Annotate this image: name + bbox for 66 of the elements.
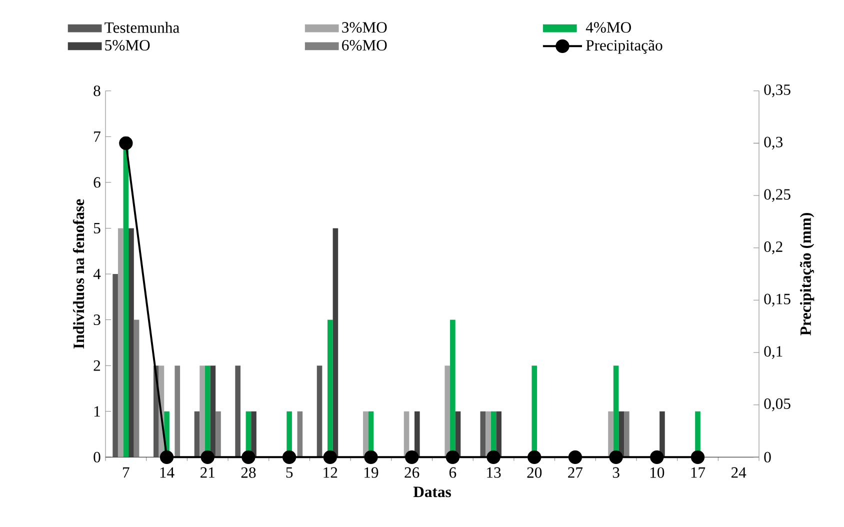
x-tick-label: 3: [612, 468, 620, 478]
bar: [316, 366, 322, 458]
y-tick-label: 6: [94, 177, 100, 188]
bar: [486, 412, 491, 458]
y-tick-label: 8: [94, 86, 100, 96]
bar: [118, 228, 124, 458]
y2-tick-label: 0,3: [764, 137, 783, 150]
legend-label: 6%MO: [342, 40, 387, 51]
y2-tick-label: 0,15: [764, 294, 790, 307]
x-tick-label: 14: [160, 468, 174, 478]
bar: [216, 412, 221, 458]
bar: [134, 320, 140, 458]
bar: [235, 366, 240, 458]
x-tick-label: 19: [364, 468, 378, 478]
legend-label: 5%MO: [105, 40, 150, 51]
y2-tick-label: 0,25: [764, 189, 790, 202]
x-tick-label: 26: [404, 468, 420, 478]
bar: [496, 412, 502, 458]
y2-tick-label: 0,05: [764, 398, 790, 412]
x-tick-label: 20: [527, 468, 542, 478]
y2-axis-title: Precipitação (mm): [800, 213, 814, 336]
y2-tick-label: 0,1: [764, 346, 782, 360]
y2-tick-label: 0,2: [764, 242, 782, 254]
bar: [414, 412, 420, 458]
bar: [200, 366, 205, 458]
bar: [480, 412, 486, 458]
x-tick-label: 13: [487, 468, 501, 478]
bar: [297, 412, 303, 458]
x-tick-label: 28: [241, 468, 256, 478]
legend-label: 3%MO: [342, 22, 387, 33]
x-tick-label: 7: [123, 468, 130, 478]
x-tick-label: 24: [731, 468, 746, 478]
y-tick-label: 2: [94, 360, 100, 371]
x-tick-label: 12: [324, 468, 338, 478]
bar: [332, 228, 338, 458]
legend-label: Precipitação: [586, 40, 662, 54]
y2-tick-label: 0,35: [764, 84, 790, 98]
x-tick-label: 17: [691, 468, 706, 478]
y-tick-label: 7: [94, 132, 100, 142]
x-tick-label: 6: [449, 468, 456, 478]
legend-label: Testemunha: [104, 22, 180, 34]
x-tick-label: 10: [650, 468, 664, 478]
bar: [624, 412, 630, 458]
y-tick-label: 5: [94, 223, 100, 234]
bar: [363, 412, 368, 458]
y-tick-label: 4: [93, 269, 101, 280]
bar: [174, 366, 180, 458]
y-tick-label: 3: [94, 314, 100, 326]
bar: [660, 412, 665, 458]
y2-tick-label: 0: [764, 452, 771, 463]
bar: [608, 412, 614, 458]
bar: [618, 412, 624, 458]
bar: [112, 274, 118, 458]
bar: [210, 366, 216, 458]
bar: [444, 366, 450, 458]
x-tick-label: 21: [200, 468, 214, 478]
x-axis-title: Datas: [413, 487, 451, 498]
bar: [251, 412, 256, 458]
bar: [128, 228, 134, 458]
y-axis-title: Indivíduos na fenofase: [72, 200, 84, 349]
x-tick-label: 5: [286, 468, 293, 478]
x-tick-label: 27: [568, 468, 583, 478]
y-tick-label: 0: [94, 452, 100, 463]
y-tick-label: 1: [94, 406, 100, 417]
bar: [194, 412, 200, 458]
legend-label: 4%MO: [586, 22, 631, 33]
